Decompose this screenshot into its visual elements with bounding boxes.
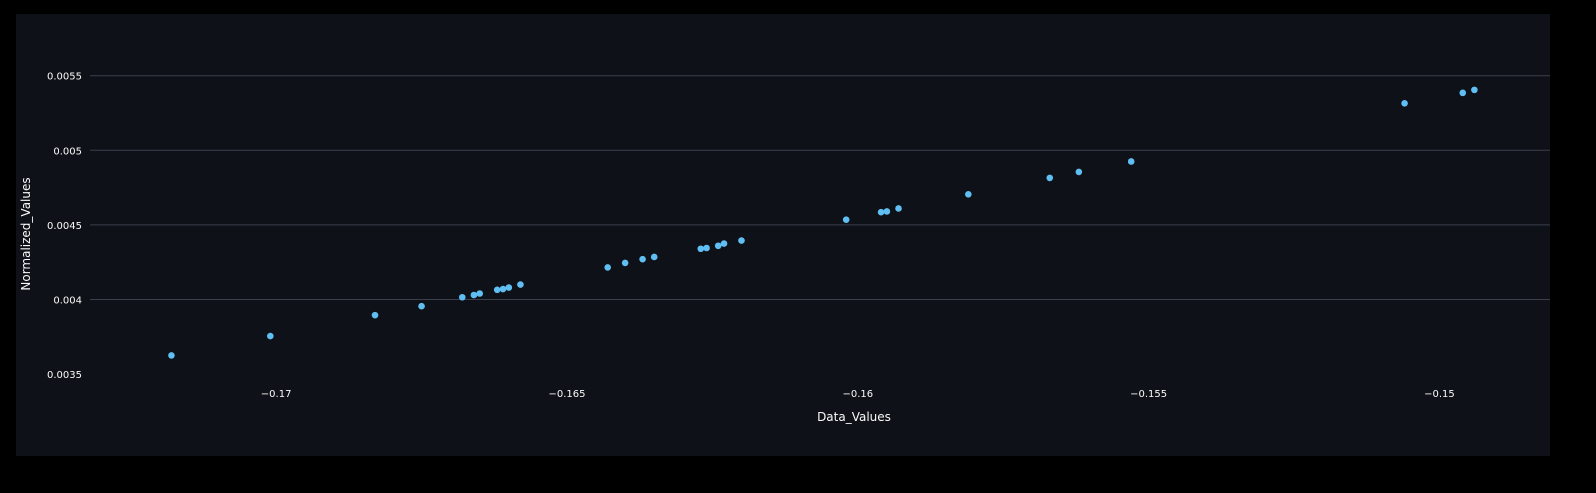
scatter-point[interactable]: [1046, 174, 1054, 182]
y-tick-label: 0.0045: [47, 221, 82, 232]
scatter-point[interactable]: [505, 284, 513, 291]
scatter-point[interactable]: [1075, 168, 1083, 176]
y-tick-label: 0.0055: [47, 72, 82, 83]
y-tick-label: 0.0035: [47, 370, 82, 381]
chart-panel: 0.0035 0.004 0.0045 0.005 0.0055 −0.17 −0.165…: [16, 14, 1550, 456]
y-axis-ticks: 0.0035 0.004 0.0045 0.005 0.0055: [47, 72, 82, 381]
y-axis-title: Normalized_Values: [19, 177, 33, 290]
scatter-chart: 0.0035 0.004 0.0045 0.005 0.0055 −0.17 −0.165…: [19, 72, 1550, 424]
scatter-point[interactable]: [639, 255, 646, 263]
y-tick-label: 0.004: [53, 295, 82, 306]
x-tick-label: −0.155: [1130, 389, 1167, 400]
scatter-point[interactable]: [458, 293, 466, 301]
scatter-point[interactable]: [697, 245, 705, 253]
x-axis-ticks: −0.17 −0.165 −0.16 −0.155 −0.15: [261, 389, 1455, 400]
scatter-point[interactable]: [1459, 89, 1467, 97]
scatter-point[interactable]: [720, 240, 728, 247]
scatter-point[interactable]: [883, 208, 891, 215]
scatter-point[interactable]: [476, 290, 484, 297]
scatter-point[interactable]: [650, 253, 658, 261]
scatter-point[interactable]: [418, 302, 425, 310]
x-tick-label: −0.15: [1424, 389, 1455, 400]
scatter-point[interactable]: [965, 191, 972, 198]
scatter-point[interactable]: [499, 285, 507, 293]
x-tick-label: −0.165: [548, 389, 585, 400]
scatter-point[interactable]: [621, 259, 629, 267]
scatter-point[interactable]: [703, 244, 710, 252]
grid-lines: [90, 75, 1550, 300]
scatter-point[interactable]: [168, 352, 175, 359]
scatter-point[interactable]: [604, 264, 611, 271]
y-tick-label: 0.005: [53, 146, 82, 157]
scatter-point[interactable]: [517, 281, 524, 288]
scatter-point[interactable]: [842, 216, 850, 223]
x-tick-label: −0.17: [261, 389, 292, 400]
x-tick-label: −0.16: [842, 389, 873, 400]
scatter-point[interactable]: [738, 237, 745, 244]
scatter-point[interactable]: [895, 205, 902, 212]
scatter-point[interactable]: [267, 332, 274, 340]
scatter-point[interactable]: [493, 286, 501, 294]
scatter-point[interactable]: [470, 291, 478, 299]
scatter-points: [168, 86, 1478, 359]
scatter-point[interactable]: [371, 311, 379, 319]
scatter-point[interactable]: [1127, 158, 1135, 165]
scatter-point[interactable]: [714, 242, 722, 250]
x-axis-title: Data_Values: [817, 410, 891, 424]
scatter-point[interactable]: [877, 208, 885, 216]
scatter-point[interactable]: [1401, 100, 1408, 107]
scatter-point[interactable]: [1471, 86, 1478, 94]
